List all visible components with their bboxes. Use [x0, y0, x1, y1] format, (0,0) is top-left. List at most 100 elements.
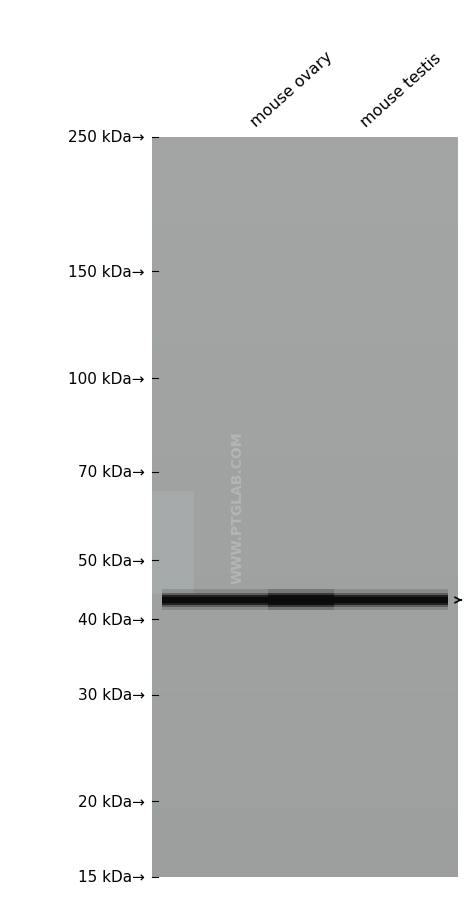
Bar	[152, 618, 458, 626]
Bar	[152, 419, 458, 426]
Bar	[162, 590, 334, 611]
Bar	[152, 397, 458, 404]
Bar	[152, 707, 458, 714]
Bar	[152, 862, 458, 870]
Bar	[152, 234, 458, 242]
Bar	[152, 855, 458, 862]
Bar	[152, 611, 458, 618]
Bar	[152, 870, 458, 877]
Bar	[152, 456, 458, 463]
Bar	[152, 633, 458, 640]
Bar	[152, 589, 458, 596]
Bar	[152, 212, 458, 219]
Bar	[152, 485, 458, 492]
Bar	[152, 330, 458, 337]
Bar	[152, 729, 458, 737]
Bar	[152, 529, 458, 537]
Text: 20 kDa→: 20 kDa→	[78, 794, 145, 809]
Bar	[152, 744, 458, 751]
Bar	[152, 774, 458, 781]
Bar	[152, 197, 458, 205]
Text: 30 kDa→: 30 kDa→	[78, 687, 145, 703]
Text: 250 kDa→: 250 kDa→	[69, 131, 145, 145]
Bar	[152, 796, 458, 803]
Bar	[152, 463, 458, 471]
Bar	[152, 537, 458, 545]
Bar	[152, 766, 458, 774]
Bar	[152, 271, 458, 279]
Bar	[152, 367, 458, 374]
Bar	[152, 714, 458, 722]
Bar	[152, 382, 458, 389]
Bar	[152, 574, 458, 582]
Bar	[152, 160, 458, 168]
Bar	[152, 663, 458, 670]
Bar	[152, 138, 458, 145]
Bar	[152, 300, 458, 308]
Text: 100 kDa→: 100 kDa→	[69, 371, 145, 386]
Bar	[268, 594, 448, 607]
Bar	[152, 508, 458, 515]
Bar	[152, 825, 458, 833]
Bar	[152, 448, 458, 456]
Bar	[152, 205, 458, 212]
Bar	[152, 655, 458, 663]
Bar	[152, 582, 458, 589]
Bar	[152, 722, 458, 729]
Bar	[152, 552, 458, 559]
Bar	[152, 781, 458, 788]
Bar	[152, 352, 458, 360]
Bar	[152, 788, 458, 796]
Bar	[152, 404, 458, 411]
Text: WWW.PTGLAB.COM: WWW.PTGLAB.COM	[231, 431, 245, 584]
Bar	[152, 242, 458, 249]
Bar	[152, 670, 458, 677]
Text: 15 kDa→: 15 kDa→	[78, 870, 145, 885]
Bar	[152, 434, 458, 441]
Bar	[152, 279, 458, 286]
Bar	[162, 595, 334, 605]
Bar	[152, 256, 458, 263]
Bar	[152, 152, 458, 160]
Bar	[152, 759, 458, 766]
Bar	[152, 189, 458, 197]
Bar	[152, 492, 458, 500]
Bar	[152, 566, 458, 574]
Bar	[152, 316, 458, 323]
Bar	[152, 145, 458, 152]
Bar	[152, 293, 458, 300]
Bar	[152, 626, 458, 633]
Text: 40 kDa→: 40 kDa→	[78, 612, 145, 627]
Bar	[152, 500, 458, 508]
Bar	[152, 545, 458, 552]
Text: 150 kDa→: 150 kDa→	[69, 264, 145, 280]
Bar	[152, 219, 458, 226]
Bar	[152, 737, 458, 744]
Bar	[152, 603, 458, 611]
Bar	[268, 590, 448, 611]
Bar	[152, 389, 458, 397]
Bar	[152, 263, 458, 271]
Bar	[152, 168, 458, 175]
Bar	[152, 648, 458, 655]
Bar	[152, 308, 458, 316]
Bar	[152, 692, 458, 700]
Bar	[152, 441, 458, 448]
Text: mouse ovary: mouse ovary	[248, 49, 336, 130]
Bar	[152, 374, 458, 382]
Bar	[152, 411, 458, 419]
Bar	[152, 492, 194, 594]
Bar	[152, 751, 458, 759]
Bar	[152, 515, 458, 522]
Bar	[162, 594, 334, 607]
Bar	[152, 840, 458, 848]
Bar	[268, 597, 448, 603]
Bar	[152, 471, 458, 478]
Bar	[152, 685, 458, 692]
Bar	[152, 848, 458, 855]
Bar	[152, 478, 458, 485]
Text: 70 kDa→: 70 kDa→	[78, 465, 145, 480]
Bar	[152, 522, 458, 529]
Bar	[152, 286, 458, 293]
Bar	[152, 833, 458, 840]
